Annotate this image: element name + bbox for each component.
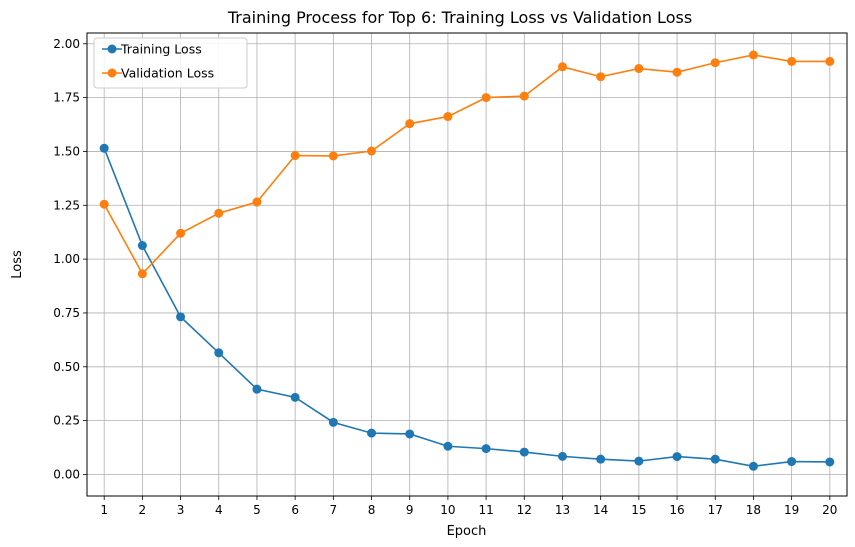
data-point bbox=[290, 151, 300, 161]
data-point bbox=[405, 119, 415, 129]
data-point bbox=[328, 151, 338, 161]
data-point bbox=[252, 197, 262, 207]
data-point bbox=[214, 208, 224, 218]
series-validation-loss bbox=[99, 50, 835, 279]
x-tick-label: 13 bbox=[555, 503, 570, 517]
data-point bbox=[672, 452, 682, 462]
data-point bbox=[99, 199, 109, 209]
y-axis-label: Loss bbox=[10, 250, 25, 279]
data-point bbox=[710, 58, 720, 68]
y-tick-label: 1.75 bbox=[53, 91, 80, 105]
legend: Training Loss Validation Loss bbox=[93, 37, 248, 89]
series-training-loss bbox=[99, 143, 835, 471]
x-tick-label: 16 bbox=[669, 503, 684, 517]
data-point bbox=[710, 454, 720, 464]
y-tick-label: 1.25 bbox=[53, 198, 80, 212]
data-point bbox=[99, 143, 109, 153]
y-tick-label: 0.25 bbox=[53, 414, 80, 428]
x-tick-label: 15 bbox=[631, 503, 646, 517]
data-point bbox=[328, 417, 338, 427]
plot-area-frame bbox=[86, 32, 848, 497]
axis-ticks: 1 2 3 4 5 6 7 8 9 10 11 12 13 14 15 16 17 18 19 200.000.250… bbox=[53, 37, 837, 517]
data-point bbox=[634, 64, 644, 74]
data-point bbox=[557, 62, 567, 72]
x-tick-label: 6 bbox=[291, 503, 299, 517]
y-tick-label: 0.50 bbox=[53, 360, 80, 374]
x-tick-label: 7 bbox=[330, 503, 338, 517]
data-point bbox=[367, 428, 377, 438]
x-tick-label: 20 bbox=[822, 503, 837, 517]
x-tick-label: 9 bbox=[406, 503, 414, 517]
data-point bbox=[137, 241, 147, 251]
data-point bbox=[672, 67, 682, 77]
data-point bbox=[557, 451, 567, 461]
data-point bbox=[214, 348, 224, 358]
data-point bbox=[481, 93, 491, 103]
y-tick-label: 0.75 bbox=[53, 306, 80, 320]
legend-label: Validation Loss bbox=[121, 66, 214, 81]
data-point bbox=[825, 56, 835, 66]
x-tick-label: 8 bbox=[368, 503, 376, 517]
x-tick-label: 4 bbox=[215, 503, 223, 517]
data-point bbox=[176, 228, 186, 238]
x-tick-label: 11 bbox=[478, 503, 493, 517]
legend-entry: Training Loss bbox=[102, 42, 202, 57]
y-tick-label: 1.00 bbox=[53, 252, 80, 266]
data-point bbox=[596, 454, 606, 464]
x-tick-label: 2 bbox=[139, 503, 147, 517]
data-point bbox=[405, 429, 415, 439]
y-tick-label: 0.00 bbox=[53, 467, 80, 481]
series-line bbox=[103, 147, 830, 468]
data-point bbox=[481, 444, 491, 454]
data-point bbox=[825, 457, 835, 467]
legend-frame bbox=[93, 37, 248, 89]
x-tick-label: 18 bbox=[746, 503, 761, 517]
data-point bbox=[137, 269, 147, 279]
data-point bbox=[443, 441, 453, 451]
data-point bbox=[787, 56, 797, 66]
data-point bbox=[634, 456, 644, 466]
data-point bbox=[252, 384, 262, 394]
legend-marker bbox=[107, 44, 117, 54]
x-tick-label: 1 bbox=[100, 503, 108, 517]
x-tick-label: 10 bbox=[440, 503, 455, 517]
x-tick-label: 19 bbox=[784, 503, 799, 517]
x-tick-label: 5 bbox=[253, 503, 261, 517]
data-point bbox=[748, 50, 758, 60]
data-point bbox=[519, 91, 529, 101]
x-tick-label: 12 bbox=[517, 503, 532, 517]
grid bbox=[87, 33, 847, 496]
chart-title: Training Process for Top 6: Training Los… bbox=[227, 8, 692, 27]
data-point bbox=[748, 461, 758, 471]
data-point bbox=[787, 457, 797, 467]
legend-marker bbox=[107, 68, 117, 78]
legend-entry: Validation Loss bbox=[102, 66, 214, 81]
y-tick-label: 1.50 bbox=[53, 144, 80, 158]
legend-label: Training Loss bbox=[120, 42, 202, 57]
data-point bbox=[596, 72, 606, 82]
x-tick-label: 3 bbox=[177, 503, 185, 517]
data-point bbox=[519, 447, 529, 457]
data-point bbox=[367, 146, 377, 156]
series-line bbox=[103, 54, 830, 276]
series-layer bbox=[99, 50, 835, 471]
x-axis-label: Epoch bbox=[447, 524, 487, 539]
data-point bbox=[176, 312, 186, 322]
y-tick-label: 2.00 bbox=[53, 37, 80, 51]
x-tick-label: 14 bbox=[593, 503, 608, 517]
x-tick-label: 17 bbox=[708, 503, 723, 517]
data-point bbox=[290, 392, 300, 402]
data-point bbox=[443, 112, 453, 122]
